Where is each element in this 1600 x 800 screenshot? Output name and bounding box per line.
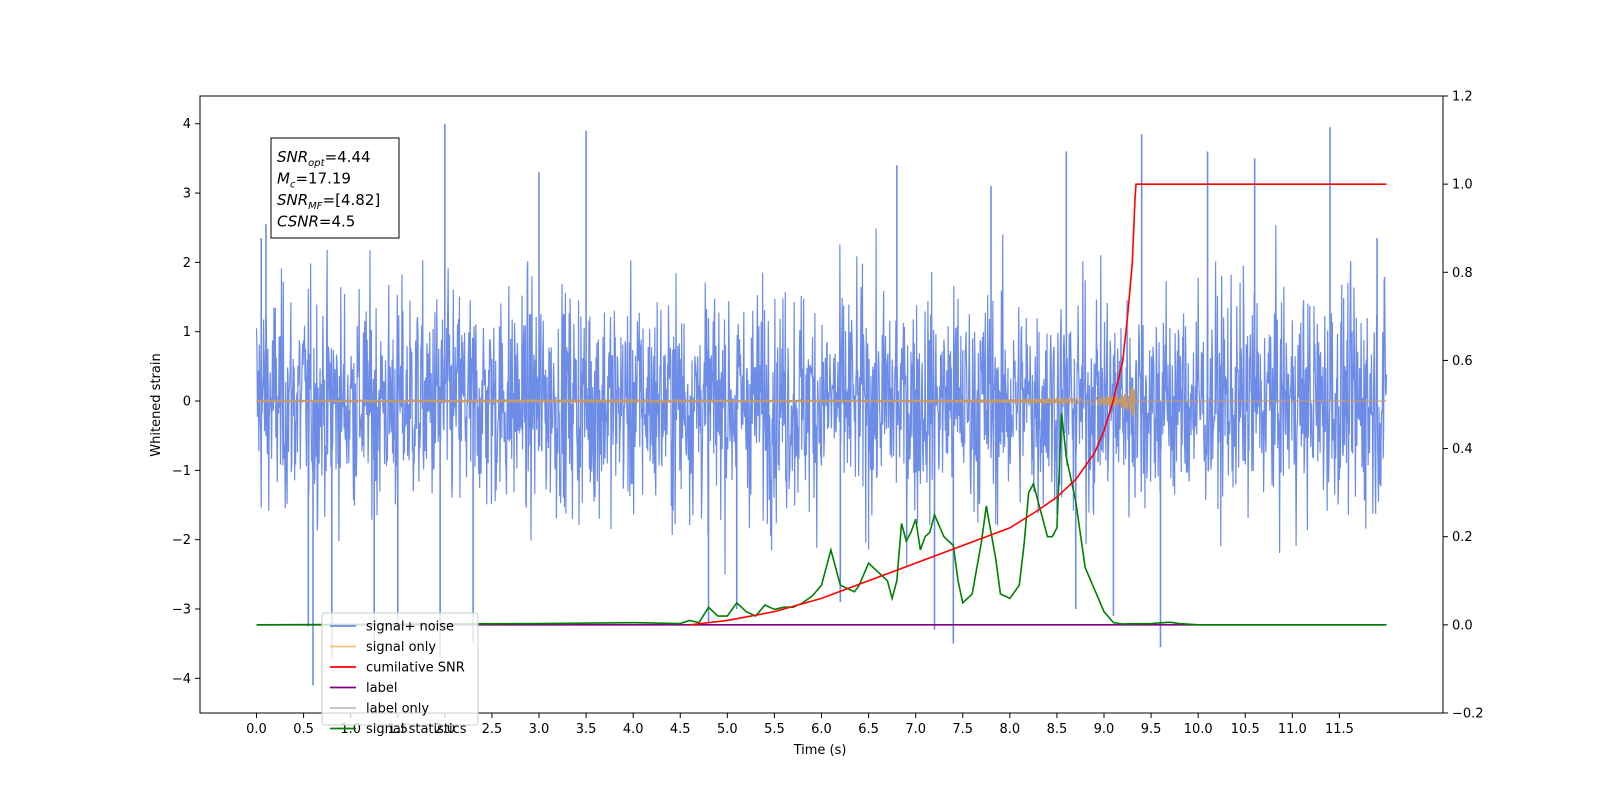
annotation-line: CSNR=4.5 <box>277 213 355 231</box>
x-tick-label: 7.0 <box>905 722 926 737</box>
y-right-tick-label: 1.0 <box>1452 178 1473 193</box>
y-right-tick-label: 1.2 <box>1452 90 1473 105</box>
legend-label: signal statistics <box>366 722 467 737</box>
y-axis-label: Whitened strain <box>149 353 164 456</box>
x-tick-label: 11.5 <box>1325 722 1354 737</box>
x-axis: 0.0 0.5 1.0 1.5 2.0 2.5 3.0 3.5 4.0 4.5 5.0 5.5 6.0 6… <box>246 713 1354 737</box>
x-tick-label: 7.5 <box>952 722 973 737</box>
x-tick-label: 3.0 <box>529 722 550 737</box>
series-signal-only <box>256 387 1387 417</box>
y-tick-label: 1 <box>183 325 191 340</box>
x-tick-label: 1.5 <box>387 722 408 737</box>
y-tick-label: 2 <box>183 256 191 271</box>
annotation-line: SNRopt=4.44 <box>277 148 371 169</box>
line-cumilative-snr <box>689 183 1387 626</box>
x-tick-label: 4.0 <box>623 722 644 737</box>
x-tick-label: 5.5 <box>764 722 785 737</box>
legend-label: label <box>366 681 397 696</box>
x-tick-label: 4.5 <box>670 722 691 737</box>
y-axis-left: −4 −3 −2 −1 0 1 2 3 4 <box>172 117 200 687</box>
y-tick-label: −3 <box>172 603 191 618</box>
x-tick-label: 2.5 <box>482 722 503 737</box>
y-tick-label: 3 <box>183 187 191 202</box>
y-axis-right: −0.2 0.0 0.2 0.4 0.6 0.8 1.0 1.2 <box>1443 90 1484 722</box>
x-tick-label: 6.0 <box>811 722 832 737</box>
legend-box <box>321 612 479 726</box>
x-tick-label: 6.5 <box>858 722 879 737</box>
x-tick-label: 10.5 <box>1231 722 1260 737</box>
signal-trace <box>256 387 1387 417</box>
x-tick-label: 2.0 <box>434 722 455 737</box>
y-right-tick-label: 0.0 <box>1452 618 1473 633</box>
annotation-line: SNRMF=[4.82] <box>277 191 380 212</box>
y-tick-label: 4 <box>183 117 191 132</box>
x-tick-label: 8.0 <box>999 722 1020 737</box>
x-axis-label: Time (s) <box>793 743 847 758</box>
y-right-tick-label: 0.4 <box>1452 442 1473 457</box>
x-tick-label: 3.5 <box>576 722 597 737</box>
y-right-tick-label: 0.2 <box>1452 530 1473 545</box>
legend: signal+ noise signal only cumilative SNR la… <box>321 612 479 737</box>
x-tick-label: 5.0 <box>717 722 738 737</box>
x-tick-label: 11.0 <box>1278 722 1307 737</box>
x-tick-label: 1.0 <box>340 722 361 737</box>
annotation-line: Mc=17.19 <box>277 170 351 191</box>
y-right-tick-label: 0.8 <box>1452 266 1473 281</box>
y-right-tick-label: 0.6 <box>1452 354 1473 369</box>
x-tick-label: 8.5 <box>1047 722 1068 737</box>
x-tick-label: 0.5 <box>293 722 314 737</box>
x-tick-label: 9.5 <box>1141 722 1162 737</box>
y-tick-label: 0 <box>183 395 191 410</box>
annotation-box <box>270 137 400 239</box>
noise-trace <box>255 225 1388 575</box>
series-signal-noise <box>255 123 1388 686</box>
legend-label: label only <box>366 702 429 717</box>
legend-label: signal only <box>366 640 436 655</box>
y-tick-label: −1 <box>172 464 191 479</box>
legend-label: signal+ noise <box>366 620 454 635</box>
x-tick-label: 9.0 <box>1094 722 1115 737</box>
y-tick-label: −2 <box>172 533 191 548</box>
line-signal-statistics <box>256 413 1387 626</box>
y-right-tick-label: −0.2 <box>1452 707 1484 722</box>
legend-label: cumilative SNR <box>366 661 465 676</box>
x-tick-label: 10.0 <box>1184 722 1213 737</box>
y-tick-label: −4 <box>172 672 191 687</box>
x-tick-label: 0.0 <box>246 722 267 737</box>
